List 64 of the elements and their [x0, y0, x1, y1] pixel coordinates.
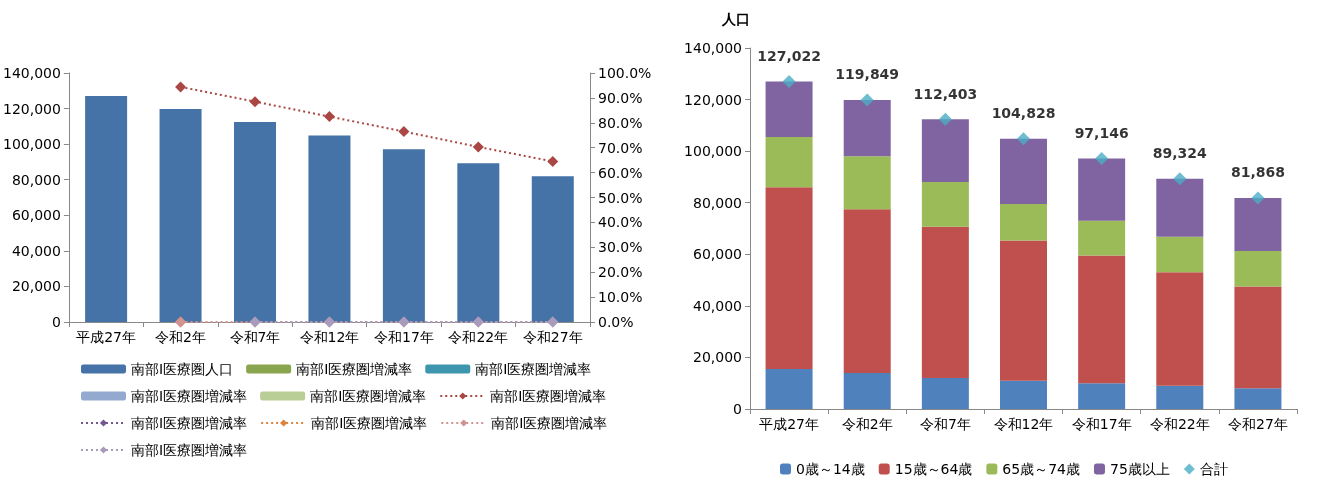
x-tick-label: 令和12年: [299, 329, 360, 345]
legend-label: 南部Ⅰ医療圏増減率: [490, 388, 607, 404]
x-tick-label: 令和7年: [229, 329, 281, 345]
y-tick-label: 0: [51, 314, 61, 330]
x-tick-label: 令和7年: [919, 416, 971, 432]
legend-label: 南部Ⅰ医療圏増減率: [310, 388, 427, 404]
legend-label: 南部Ⅰ医療圏増減率: [491, 415, 608, 431]
legend-label: 南部Ⅰ医療圏増減率: [131, 415, 248, 431]
data-label: 89,324: [1152, 145, 1208, 162]
y2-tick-label: 100.0%: [598, 65, 652, 81]
y2-tick-label: 60.0%: [598, 164, 643, 181]
legend-label: 合計: [1199, 461, 1228, 477]
legend-label: 75歳以上: [1109, 461, 1170, 477]
legend-label: 南部Ⅰ医療圏増減率: [311, 415, 428, 431]
data-label: 127,022: [757, 47, 821, 64]
y2-tick-label: 80.0%: [598, 114, 643, 131]
legend-label: 南部Ⅰ医療圏増減率: [296, 361, 413, 377]
x-tick-label: 令和17年: [1071, 416, 1132, 432]
y-tick-label: 120,000: [2, 100, 61, 117]
y2-tick-label: 20.0%: [598, 264, 643, 281]
y2-tick-label: 40.0%: [598, 214, 643, 231]
x-tick-label: 平成27年: [759, 416, 819, 432]
data-label: 104,828: [991, 105, 1056, 122]
y-tick-label: 140,000: [2, 65, 61, 81]
y2-tick-label: 50.0%: [598, 189, 643, 206]
y2-tick-label: 0.0%: [598, 314, 634, 330]
y-tick-label: 140,000: [684, 40, 742, 56]
x-tick-label: 令和27年: [1228, 416, 1288, 432]
x-tick-label: 令和17年: [373, 329, 434, 345]
data-label: 97,146: [1074, 125, 1129, 141]
x-tick-label: 令和12年: [993, 416, 1054, 432]
y2-tick-label: 10.0%: [598, 289, 643, 306]
x-tick-label: 令和27年: [522, 329, 583, 345]
y-tick-label: 20,000: [11, 278, 61, 295]
data-label: 119,849: [835, 66, 900, 83]
y-tick-label: 100,000: [684, 143, 742, 160]
data-label: 81,868: [1230, 164, 1285, 181]
y2-tick-label: 70.0%: [598, 139, 643, 156]
y-tick-label: 60,000: [11, 207, 61, 224]
x-tick-label: 平成27年: [76, 329, 137, 345]
y-tick-label: 40,000: [11, 242, 61, 259]
legend-label: 南部Ⅰ医療圏人口: [131, 361, 234, 377]
y-tick-label: 120,000: [684, 91, 742, 108]
y-tick-label: 80,000: [11, 171, 61, 188]
legend-label: 65歳～74歳: [1002, 461, 1080, 477]
x-tick-label: 令和22年: [1149, 416, 1210, 432]
x-tick-label: 令和2年: [841, 416, 893, 432]
y2-tick-label: 30.0%: [598, 239, 643, 256]
legend-label: 0歳～14歳: [796, 461, 865, 477]
legend-label: 南部Ⅰ医療圏増減率: [131, 442, 248, 458]
legend-label: 南部Ⅰ医療圏増減率: [475, 361, 592, 377]
y-tick-label: 20,000: [693, 349, 742, 366]
y-tick-label: 80,000: [693, 194, 742, 211]
y-tick-label: 0: [733, 401, 742, 417]
legend-label: 15歳～64歳: [894, 461, 973, 477]
y-tick-label: 100,000: [2, 136, 61, 153]
y-axis-title: 人口: [721, 11, 750, 27]
y-tick-label: 60,000: [693, 246, 742, 263]
y2-tick-label: 90.0%: [598, 89, 643, 106]
data-label: 112,403: [913, 85, 978, 102]
x-tick-label: 令和22年: [448, 329, 509, 345]
x-tick-label: 令和2年: [155, 329, 207, 345]
legend-label: 南部Ⅰ医療圏増減率: [131, 388, 248, 404]
y-tick-label: 40,000: [693, 297, 742, 314]
